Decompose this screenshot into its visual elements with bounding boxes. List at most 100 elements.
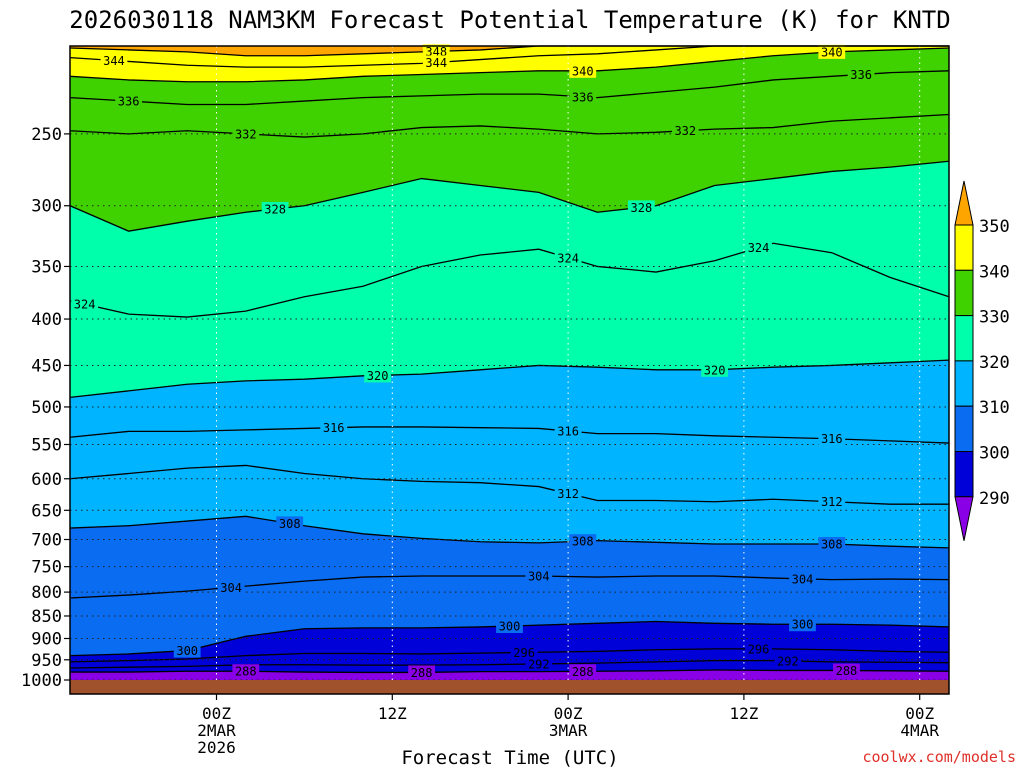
contour-label-text: 308 xyxy=(821,537,843,551)
contour-label-text: 304 xyxy=(792,572,814,586)
x-tick-label: 2026 xyxy=(197,738,236,757)
contour-label: 308 xyxy=(569,534,597,549)
contour-label-bg xyxy=(569,63,597,78)
contour-line xyxy=(70,669,950,674)
contour-label-bg xyxy=(496,619,523,634)
theta-band xyxy=(70,465,949,548)
ground-surface xyxy=(70,680,949,694)
contour-label: 320 xyxy=(701,362,728,377)
contour-label: 304 xyxy=(789,571,816,586)
contour-label: 288 xyxy=(833,663,860,678)
contour-label: 316 xyxy=(554,424,582,439)
y-axis: 2503003504004505005506006507007508008509… xyxy=(21,125,70,691)
contour-label-text: 288 xyxy=(572,665,594,679)
contour-label: 344 xyxy=(100,53,128,68)
contour-label-text: 344 xyxy=(425,56,447,70)
y-tick-label: 950 xyxy=(31,651,62,671)
contour-line xyxy=(69,70,950,106)
x-tick-label: 2MAR xyxy=(197,721,236,740)
colorbar-label: 310 xyxy=(979,398,1010,418)
contour-label-bg xyxy=(569,534,597,549)
y-tick-label: 550 xyxy=(31,435,62,455)
y-tick-label: 700 xyxy=(31,530,62,550)
contour-label-text: 316 xyxy=(323,421,345,435)
contour-label: 324 xyxy=(745,240,772,255)
x-tick-label: 3MAR xyxy=(549,721,588,740)
contour-label-text: 288 xyxy=(235,665,257,679)
contour-label: 316 xyxy=(320,420,348,435)
colorbar-arrow-bottom xyxy=(954,496,974,541)
y-tick-label: 600 xyxy=(31,470,62,490)
theta-band xyxy=(70,360,949,444)
theta-band xyxy=(70,70,949,138)
theta-band xyxy=(70,576,949,656)
contour-label: 300 xyxy=(173,643,201,658)
contour-label-bg xyxy=(510,645,538,660)
contour-label-bg xyxy=(833,663,860,678)
contour-label: 324 xyxy=(554,250,582,265)
y-tick-label: 400 xyxy=(31,310,62,330)
contour-label: 312 xyxy=(818,494,846,509)
colorbar-label: 290 xyxy=(979,489,1010,509)
chart-title: 2026030118 NAM3KM Forecast Potential Tem… xyxy=(69,6,950,34)
contour-label-bg xyxy=(569,89,597,104)
contour-label-text: 312 xyxy=(821,495,843,509)
theta-band xyxy=(70,47,949,105)
contour-label: 332 xyxy=(232,126,260,141)
credit-text: coolwx.com/models xyxy=(862,748,1016,766)
y-tick-label: 450 xyxy=(31,356,62,376)
contour-label-text: 336 xyxy=(850,68,872,82)
contour-label-bg xyxy=(217,580,245,595)
theta-band xyxy=(70,46,949,68)
contour-label: 308 xyxy=(818,536,846,551)
contour-label: 288 xyxy=(569,664,597,679)
contour-label-bg xyxy=(276,516,304,531)
contour-label-bg xyxy=(554,250,582,265)
contour-label-bg xyxy=(71,297,99,312)
x-tick-label: 00Z xyxy=(202,704,231,723)
contour-label-bg xyxy=(818,536,846,551)
colorbar-label: 340 xyxy=(979,262,1010,282)
contour-label-text: 340 xyxy=(572,64,594,78)
contour-label-text: 316 xyxy=(557,425,579,439)
theta-band xyxy=(70,426,949,505)
theta-band xyxy=(70,114,949,232)
contour-label: 328 xyxy=(627,200,655,215)
y-tick-label: 350 xyxy=(31,257,62,277)
contour-label-text: 288 xyxy=(836,664,858,678)
contour-label-text: 328 xyxy=(264,202,286,216)
contour-label: 304 xyxy=(217,580,245,595)
theta-band xyxy=(70,670,949,680)
contour-label-bg xyxy=(422,55,450,70)
contour-label-bg xyxy=(774,653,802,668)
colorbar-box xyxy=(954,224,974,271)
contour-label-text: 328 xyxy=(631,201,653,215)
colorbar-label: 320 xyxy=(979,353,1010,373)
y-tick-label: 900 xyxy=(31,629,62,649)
contour-label-bg xyxy=(422,44,450,59)
contour-label-text: 296 xyxy=(513,646,535,660)
contour-label: 288 xyxy=(232,664,260,679)
x-tick-label: 00Z xyxy=(905,704,934,723)
contour-label-bg xyxy=(408,665,435,680)
contour-label: 300 xyxy=(496,619,523,634)
y-tick-label: 250 xyxy=(31,125,62,145)
contour-label-bg xyxy=(100,53,128,68)
contour-line xyxy=(69,464,949,505)
y-tick-label: 800 xyxy=(31,583,62,603)
contour-label-text: 348 xyxy=(425,45,447,59)
contour-label-bg xyxy=(847,67,875,82)
x-tick-label: 12Z xyxy=(378,704,407,723)
theta-band xyxy=(70,516,949,598)
contour-label-bg xyxy=(525,569,553,584)
x-tick-label: 00Z xyxy=(554,704,583,723)
contour-label-text: 332 xyxy=(674,124,696,138)
theta-band xyxy=(70,46,949,82)
contour-label-bg xyxy=(789,617,816,632)
contour-label: 328 xyxy=(261,201,289,216)
contour-line xyxy=(69,242,950,318)
contour-label-bg xyxy=(745,240,772,255)
